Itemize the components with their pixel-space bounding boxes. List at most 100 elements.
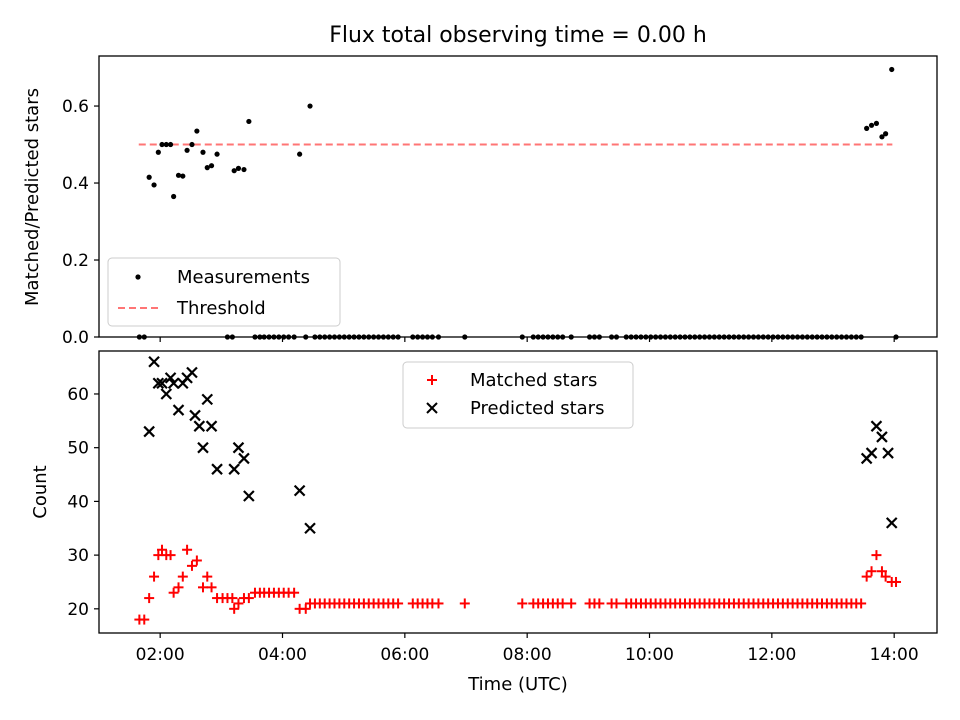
measurement-point [180, 173, 186, 179]
matched-stars-point [871, 550, 882, 561]
matched-stars-point [177, 571, 188, 582]
matched-stars-point [856, 598, 867, 609]
measurement-point [879, 134, 885, 140]
matched-stars-point [139, 614, 150, 625]
top-y-tick-label: 0.4 [62, 174, 89, 194]
legend-measurements-marker [135, 274, 141, 280]
measurement-point [200, 149, 206, 155]
measurement-point [235, 165, 242, 171]
bottom-x-tick-label: 06:00 [380, 645, 429, 665]
matched-stars-point [861, 571, 872, 582]
predicted-stars-point [205, 420, 218, 432]
bottom-x-tick-label: 14:00 [870, 645, 919, 665]
top-y-tick-label: 0.2 [62, 251, 89, 271]
measurement-point [214, 151, 220, 157]
matched-stars-point [165, 550, 176, 561]
predicted-stars-point [243, 490, 255, 502]
predicted-stars-point [885, 517, 898, 529]
measurement-point [151, 182, 157, 188]
matched-stars-point [173, 582, 184, 593]
top-legend: Measurements Threshold [107, 257, 341, 327]
matched-stars-point [157, 544, 168, 555]
bottom-y-tick-label: 50 [67, 439, 89, 459]
top-panel: Flux total observing time = 0.00 h Match… [22, 23, 938, 348]
matched-stars-point [144, 593, 155, 604]
measurement-point [167, 141, 174, 148]
top-chart-title: Flux total observing time = 0.00 h [329, 23, 707, 48]
measurement-point [208, 163, 215, 169]
predicted-stars-point [304, 522, 316, 535]
bottom-x-tick-label: 08:00 [503, 645, 552, 665]
predicted-stars-point [228, 463, 240, 475]
matched-stars-point [227, 593, 238, 604]
measurement-point [883, 131, 889, 137]
predicted-stars-point [167, 377, 180, 390]
measurement-point [204, 165, 210, 171]
predicted-stars-point [160, 388, 173, 400]
matched-stars-point [182, 544, 193, 555]
legend-predicted-marker [426, 402, 438, 414]
bottom-x-tick-label: 12:00 [747, 645, 796, 665]
bottom-panel: Count Time (UTC) 20 30 40 50 60 02:00 04:00 06:… [30, 350, 938, 695]
bottom-ticks: 20 30 40 50 60 02:00 04:00 06:00 08:00 10:00 12:00… [67, 385, 918, 665]
matched-stars-point [566, 598, 577, 609]
top-y-tick-label: 0.0 [62, 328, 89, 348]
bottom-y-axis-label: Count [30, 465, 51, 518]
predicted-stars-point [156, 377, 168, 390]
predicted-stars-point [238, 452, 250, 465]
bottom-y-tick-label: 40 [67, 492, 89, 512]
measurement-point [155, 149, 161, 155]
legend-measurements-label: Measurements [177, 267, 310, 288]
bottom-y-tick-label: 30 [67, 546, 89, 566]
top-ticks: 0.0 0.2 0.4 0.6 [62, 97, 895, 348]
matched-stars-point [197, 582, 208, 593]
matched-stars-point [206, 582, 217, 593]
bottom-y-tick-label: 60 [67, 385, 89, 405]
matched-stars-point [186, 560, 197, 571]
measurement-point [189, 141, 195, 148]
predicted-stars-point [882, 447, 894, 459]
bottom-plot-marks [134, 355, 902, 625]
matched-stars-point [459, 598, 470, 609]
measurement-point [184, 147, 190, 153]
bottom-axes-frame [98, 350, 938, 634]
predicted-stars-point [876, 431, 888, 443]
top-y-tick-label: 0.6 [62, 97, 89, 117]
matched-stars-point [517, 598, 528, 609]
legend-matched-label: Matched stars [470, 370, 597, 391]
matched-stars-point [229, 603, 240, 614]
legend-matched-marker [427, 375, 437, 385]
predicted-stars-point [152, 377, 165, 390]
top-y-axis-label: Matched/Predicted stars [22, 88, 43, 306]
bottom-x-tick-label: 04:00 [258, 645, 307, 665]
predicted-stars-point [186, 366, 198, 379]
top-legend-box [107, 257, 341, 327]
top-axes-frame [98, 55, 938, 338]
matched-stars-point [289, 587, 300, 598]
matched-stars-point [191, 555, 202, 566]
matched-stars-point [202, 571, 213, 582]
predicted-stars-point [164, 372, 177, 384]
legend-threshold-label: Threshold [176, 298, 266, 319]
predicted-stars-point [189, 409, 201, 422]
matched-stars-point [611, 598, 622, 609]
predicted-stars-point [865, 447, 878, 459]
measurement-point [231, 168, 237, 174]
measurement-point [868, 122, 875, 128]
predicted-stars-point [293, 484, 306, 497]
predicted-stars-point [870, 420, 883, 432]
predicted-stars-point [193, 420, 206, 432]
matched-stars-point [149, 571, 160, 582]
matched-stars-point [243, 593, 254, 604]
matched-stars-point [880, 571, 891, 582]
bottom-y-tick-label: 20 [67, 600, 89, 620]
measurement-point [159, 141, 165, 148]
measurement-point [175, 172, 182, 178]
measurement-point [194, 128, 200, 134]
measurement-point [171, 193, 177, 200]
measurement-point [873, 120, 880, 126]
bottom-x-axis-label: Time (UTC) [467, 674, 568, 695]
predicted-stars-point [197, 441, 209, 454]
matched-stars-point [300, 603, 311, 614]
